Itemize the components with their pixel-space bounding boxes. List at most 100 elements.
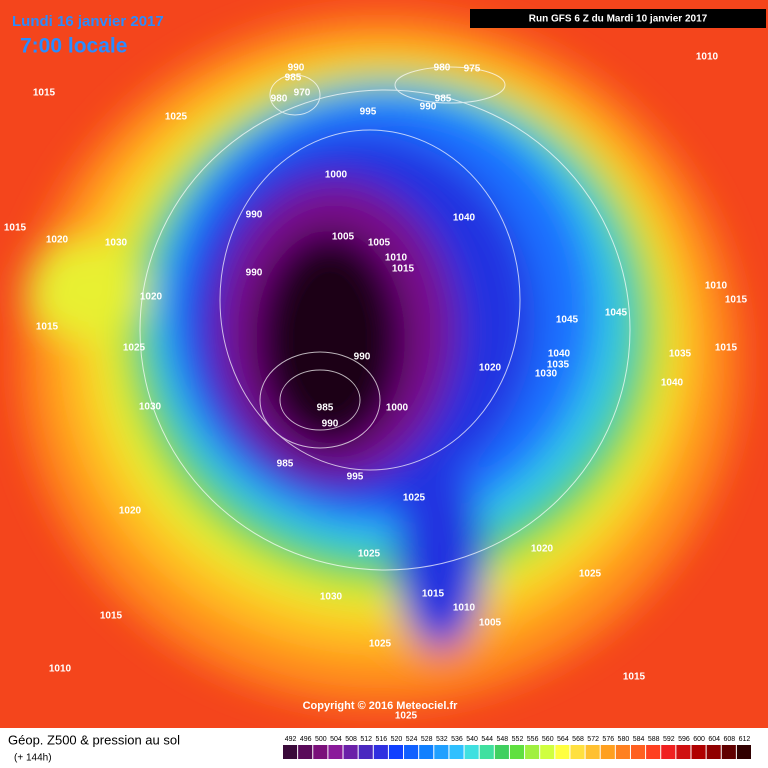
scale-label: 524 <box>406 736 418 743</box>
local-time: 7:00 locale <box>20 35 127 58</box>
scale-label: 588 <box>648 736 660 743</box>
isobar-label: 1030 <box>139 402 162 413</box>
scale-label: 576 <box>602 736 614 743</box>
scale-label: 600 <box>693 736 705 743</box>
isobar-label: 1015 <box>725 295 748 306</box>
isobar-label: 1040 <box>548 349 571 360</box>
isobar-label: 1005 <box>332 232 355 243</box>
scale-swatch <box>585 745 600 759</box>
scale-label: 564 <box>557 736 569 743</box>
scale-label: 548 <box>497 736 509 743</box>
isobar-label: 1045 <box>556 315 579 326</box>
scale-label: 580 <box>618 736 630 743</box>
scale-swatch <box>494 745 509 759</box>
scale-swatch <box>600 745 615 759</box>
isobar-label: 1035 <box>669 349 692 360</box>
scale-label: 540 <box>466 736 478 743</box>
isobar-label: 1025 <box>403 493 426 504</box>
color-scale: 492 496 500 504 508 512 516 520 524 528 532 536 540 5… <box>283 736 751 759</box>
scale-label: 612 <box>739 736 751 743</box>
scale-swatch <box>509 745 525 759</box>
isobar-label: 1015 <box>36 322 59 333</box>
isobar-label: 1005 <box>368 238 391 249</box>
run-info: Run GFS 6 Z du Mardi 10 janvier 2017 <box>529 14 708 25</box>
isobar-label: 990 <box>420 102 437 113</box>
isobar-label: 1000 <box>386 403 409 414</box>
isobar-label: 980 <box>271 94 288 105</box>
isobar-label: 1025 <box>395 711 418 722</box>
scale-label: 532 <box>436 736 448 743</box>
footer-title: Géop. Z500 & pression au sol <box>8 732 180 747</box>
isobar-label: 995 <box>360 107 377 118</box>
scale-label: 508 <box>345 736 357 743</box>
isobar-label: 1015 <box>392 264 415 275</box>
scale-swatch <box>313 745 328 759</box>
isobar-label: 1025 <box>358 549 381 560</box>
isobar-label: 990 <box>246 268 263 279</box>
scale-label: 500 <box>315 736 327 743</box>
scale-swatch <box>419 745 434 759</box>
isobar-label: 990 <box>246 210 263 221</box>
scale-swatch <box>388 745 404 759</box>
isobar-label: 995 <box>347 472 364 483</box>
isobar-label: 1010 <box>385 253 408 264</box>
isobar-label: 1020 <box>479 363 502 374</box>
isobar-label: 1020 <box>140 292 163 303</box>
isobar-label: 1040 <box>453 213 476 224</box>
isobar-label: 1025 <box>369 639 392 650</box>
scale-label: 516 <box>375 736 387 743</box>
scale-label: 544 <box>481 736 493 743</box>
scale-swatch <box>298 745 313 759</box>
scale-swatch <box>676 745 691 759</box>
scale-swatch <box>479 745 494 759</box>
scale-swatch <box>328 745 343 759</box>
scale-label: 572 <box>587 736 599 743</box>
scale-label: 496 <box>300 736 312 743</box>
scale-label: 556 <box>527 736 539 743</box>
isobar-label: 985 <box>317 403 334 414</box>
scale-label: 584 <box>633 736 645 743</box>
copyright: Copyright © 2016 Meteociel.fr <box>303 700 459 712</box>
scale-swatch <box>343 745 358 759</box>
scale-label: 552 <box>512 736 524 743</box>
scale-label: 492 <box>285 736 297 743</box>
scale-swatch <box>540 745 555 759</box>
forecast-lead: (+ 144h) <box>14 753 52 764</box>
isobar-label: 1035 <box>547 360 570 371</box>
isobar-label: 1025 <box>123 343 146 354</box>
isobar-label: 1040 <box>661 378 684 389</box>
isobar-label: 1015 <box>715 343 738 354</box>
isobar-label: 1015 <box>100 611 123 622</box>
isobar-label: 985 <box>285 73 302 84</box>
scale-swatch <box>736 745 751 759</box>
isobar-label: 1010 <box>705 281 728 292</box>
isobar-label: 1000 <box>325 170 348 181</box>
isobar-label: 1025 <box>165 112 188 123</box>
isobar-label: 985 <box>277 459 294 470</box>
isobar-label: 1015 <box>422 589 445 600</box>
isobar-label: 1045 <box>605 308 628 319</box>
isobar-label: 1020 <box>119 506 142 517</box>
scale-swatch <box>706 745 721 759</box>
scale-swatch <box>464 745 479 759</box>
scale-swatch <box>615 745 630 759</box>
isobar-label: 1020 <box>46 235 69 246</box>
scale-label: 528 <box>421 736 433 743</box>
isobar-label: 975 <box>464 64 481 75</box>
isobar-label: 990 <box>322 419 339 430</box>
isobar-label: 1005 <box>479 618 502 629</box>
isobar-label: 985 <box>435 94 452 105</box>
scale-label: 520 <box>391 736 403 743</box>
isobar-label: 990 <box>288 63 305 74</box>
scale-label: 536 <box>451 736 463 743</box>
isobar-label: 1010 <box>453 603 476 614</box>
scale-label: 592 <box>663 736 675 743</box>
scale-label: 560 <box>542 736 554 743</box>
scale-label: 596 <box>678 736 690 743</box>
scale-label: 568 <box>572 736 584 743</box>
isobar-label: 1015 <box>623 672 646 683</box>
run-box <box>470 9 766 28</box>
isobar-label: 1030 <box>320 592 343 603</box>
